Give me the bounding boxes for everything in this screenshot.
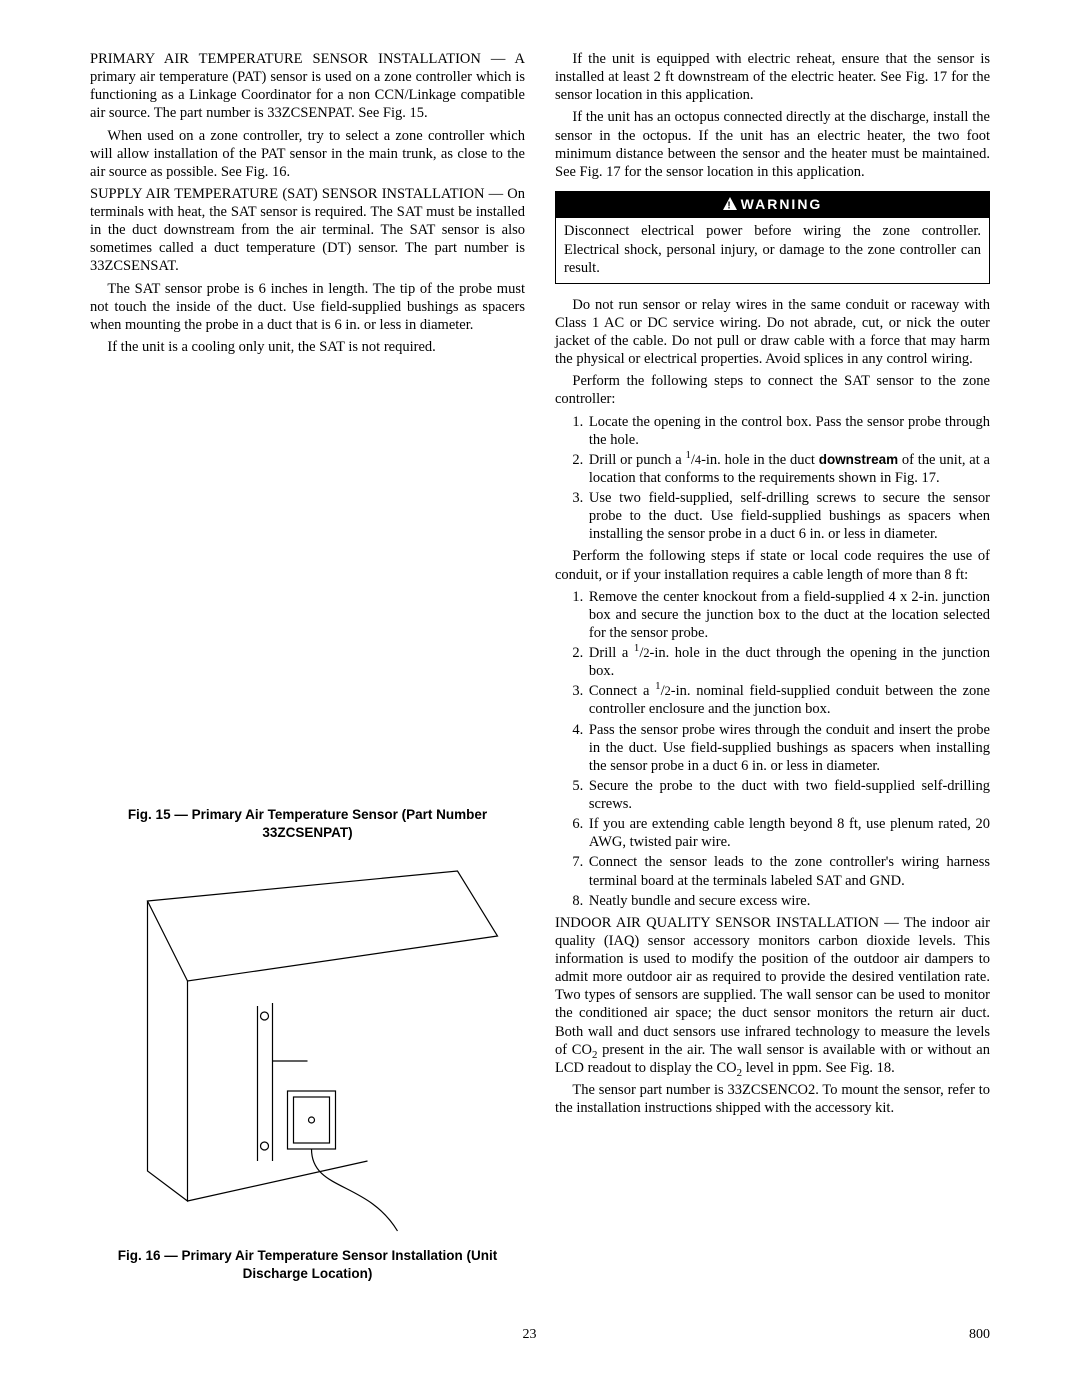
iaq-label: INDOOR AIR QUALITY SENSOR INSTALLATION —: [555, 915, 899, 931]
step-text: If you are extending cable length beyond…: [589, 816, 990, 850]
footer-right: 800: [969, 1326, 990, 1344]
step-text: Use two field-supplied, self-drilling sc…: [589, 490, 990, 542]
sat-connect-intro: Perform the following steps to connect t…: [555, 372, 990, 408]
page-footer: 23 800: [90, 1326, 990, 1344]
conduit-steps: Remove the center knockout from a field-…: [555, 588, 990, 910]
sat-connect-steps: Locate the opening in the control box. P…: [555, 413, 990, 544]
list-item: Locate the opening in the control box. P…: [587, 413, 990, 449]
figure-15-image: [90, 360, 525, 800]
list-item: Drill a 1/2-in. hole in the duct through…: [587, 644, 990, 680]
list-item: Use two field-supplied, self-drilling sc…: [587, 489, 990, 543]
electric-reheat-para: If the unit is equipped with electric re…: [555, 50, 990, 104]
page-number: 23: [90, 1326, 969, 1344]
step-text: Secure the probe to the duct with two fi…: [589, 778, 990, 812]
pat-install-label: PRIMARY AIR TEMPERATURE SENSOR INSTALLAT…: [90, 51, 505, 67]
list-item: Drill or punch a 1/4-in. hole in the duc…: [587, 451, 990, 487]
step-text: Connect the sensor leads to the zone con…: [589, 854, 990, 888]
sat-install-para: SUPPLY AIR TEMPERATURE (SAT) SENSOR INST…: [90, 185, 525, 276]
list-item: Remove the center knockout from a field-…: [587, 588, 990, 642]
pat-install-para: PRIMARY AIR TEMPERATURE SENSOR INSTALLAT…: [90, 50, 525, 123]
iaq-para: INDOOR AIR QUALITY SENSOR INSTALLATION —…: [555, 914, 990, 1077]
step-text: Neatly bundle and secure excess wire.: [589, 893, 810, 909]
list-item: Connect a 1/2-in. nominal field-supplied…: [587, 682, 990, 718]
iaq-partnum-para: The sensor part number is 33ZCSENCO2. To…: [555, 1081, 990, 1117]
sat-probe-para: The SAT sensor probe is 6 inches in leng…: [90, 280, 525, 334]
sat-install-label: SUPPLY AIR TEMPERATURE (SAT) SENSOR INST…: [90, 186, 503, 202]
fig16-svg: [90, 861, 525, 1241]
list-item: Neatly bundle and secure excess wire.: [587, 892, 990, 910]
warning-body-text: Disconnect electrical power before wirin…: [556, 218, 989, 282]
list-item: If you are extending cable length beyond…: [587, 815, 990, 851]
warning-header-text: WARNING: [741, 196, 823, 212]
conduit-intro: Perform the following steps if state or …: [555, 547, 990, 583]
warning-box: ! WARNING Disconnect electrical power be…: [555, 191, 990, 284]
list-item: Pass the sensor probe wires through the …: [587, 721, 990, 775]
left-column: PRIMARY AIR TEMPERATURE SENSOR INSTALLAT…: [90, 50, 525, 1302]
step-text: Remove the center knockout from a field-…: [589, 589, 990, 641]
warning-header: ! WARNING: [556, 192, 989, 219]
warning-triangle-icon: !: [723, 197, 737, 215]
wiring-caution-para: Do not run sensor or relay wires in the …: [555, 296, 990, 369]
octopus-para: If the unit has an octopus connected dir…: [555, 108, 990, 181]
pat-placement-para: When used on a zone controller, try to s…: [90, 127, 525, 181]
step-text: Pass the sensor probe wires through the …: [589, 722, 990, 774]
figure-16-caption: Fig. 16 — Primary Air Temperature Sensor…: [90, 1247, 525, 1282]
step-text: Locate the opening in the control box. P…: [589, 414, 990, 448]
list-item: Secure the probe to the duct with two fi…: [587, 777, 990, 813]
page-body: PRIMARY AIR TEMPERATURE SENSOR INSTALLAT…: [90, 50, 990, 1302]
sat-cooling-only-para: If the unit is a cooling only unit, the …: [90, 338, 525, 356]
fig15-svg: [90, 360, 525, 800]
list-item: Connect the sensor leads to the zone con…: [587, 853, 990, 889]
figure-16-image: [90, 861, 525, 1241]
svg-text:!: !: [727, 200, 732, 210]
right-column: If the unit is equipped with electric re…: [555, 50, 990, 1302]
figure-15-caption: Fig. 15 — Primary Air Temperature Sensor…: [90, 806, 525, 841]
